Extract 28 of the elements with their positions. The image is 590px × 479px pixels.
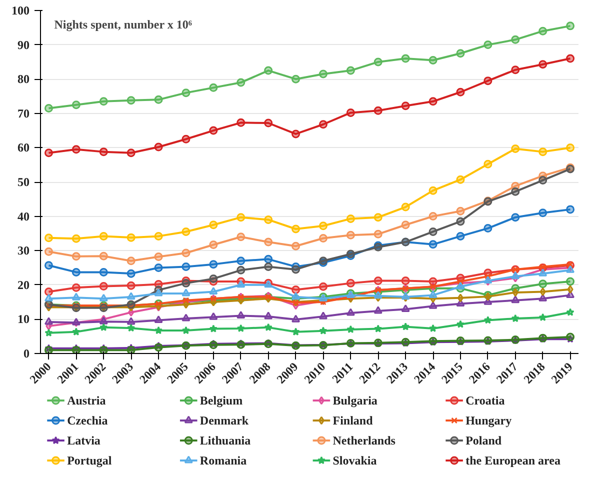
legend-label: Croatia — [466, 394, 505, 408]
y-tick-label: 30 — [18, 244, 30, 258]
y-tick-label: 90 — [18, 38, 30, 52]
y-tick-label: 50 — [18, 175, 30, 189]
legend-label: Czechia — [67, 414, 108, 428]
legend-label: Belgium — [200, 394, 243, 408]
y-tick-label: 70 — [18, 106, 30, 120]
legend-label: Austria — [67, 394, 106, 408]
y-tick-label: 20 — [18, 278, 30, 292]
y-tick-label: 100 — [12, 4, 30, 18]
legend-label: Hungary — [466, 414, 512, 428]
legend-label: Bulgaria — [332, 394, 378, 408]
y-tick-label: 10 — [18, 312, 30, 326]
legend-label: Finland — [332, 414, 374, 428]
legend-label: Denmark — [200, 414, 249, 428]
y-tick-label: 40 — [18, 209, 30, 224]
legend-label: Romania — [200, 454, 247, 468]
y-tick-label: 80 — [18, 72, 30, 86]
annotation: Nights spent, number x 10⁶ — [54, 17, 192, 32]
legend-label: Lithuania — [200, 434, 251, 448]
y-tick-label: 60 — [18, 140, 30, 155]
legend-label: Latvia — [67, 434, 100, 448]
legend-label: Portugal — [67, 454, 112, 468]
legend-label: Netherlands — [332, 434, 396, 448]
y-tick-label: 0 — [24, 346, 30, 360]
legend-label: Slovakia — [332, 454, 377, 468]
legend-label: the European area — [466, 454, 560, 468]
legend-label: Poland — [466, 434, 502, 448]
